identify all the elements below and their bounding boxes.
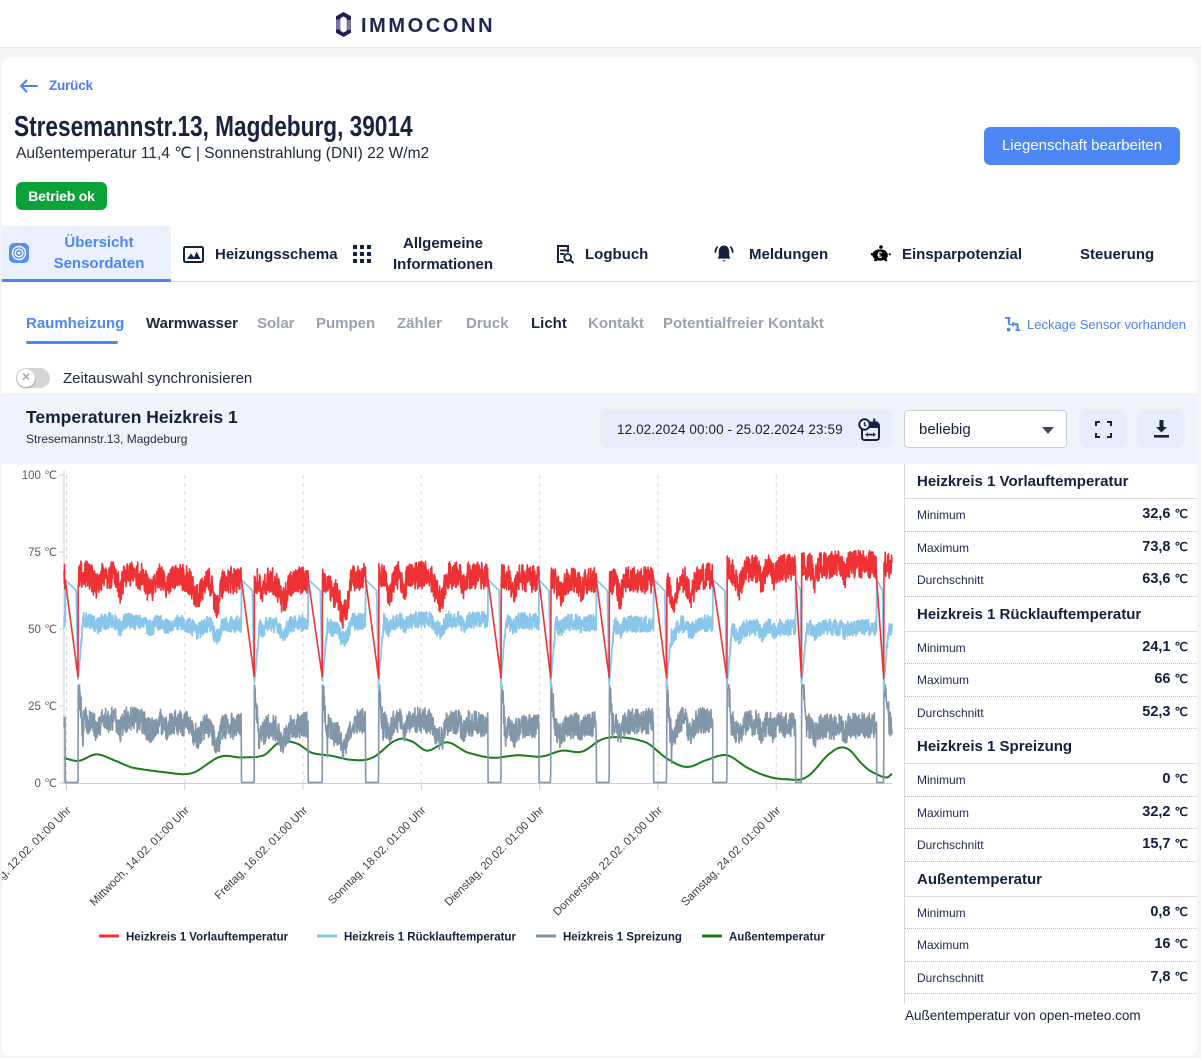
svg-text:Dienstag, 20.02. 01:00 Uhr: Dienstag, 20.02. 01:00 Uhr (443, 804, 547, 908)
svg-text:Heizkreis 1 Rücklauftemperatur: Heizkreis 1 Rücklauftemperatur (344, 932, 516, 944)
svg-text:€: € (877, 250, 882, 260)
svg-text:Außentemperatur: Außentemperatur (729, 932, 825, 944)
svg-text:Heizkreis 1 Vorlauftemperatur: Heizkreis 1 Vorlauftemperatur (126, 932, 289, 944)
svg-text:Donnerstag, 22.02. 01:00 Uhr: Donnerstag, 22.02. 01:00 Uhr (551, 804, 665, 918)
svg-text:75 ℃: 75 ℃ (28, 547, 57, 559)
svg-text:Montag, 12.02. 01:00 Uhr: Montag, 12.02. 01:00 Uhr (2, 804, 74, 903)
svg-text:Heizkreis 1 Spreizung: Heizkreis 1 Spreizung (563, 932, 682, 944)
svg-text:Freitag, 16.02. 01:00 Uhr: Freitag, 16.02. 01:00 Uhr (213, 804, 310, 901)
svg-text:100 ℃: 100 ℃ (22, 470, 57, 482)
svg-text:50 ℃: 50 ℃ (28, 624, 57, 636)
svg-text:0 ℃: 0 ℃ (34, 778, 57, 790)
svg-text:Sonntag, 18.02. 01:00 Uhr: Sonntag, 18.02. 01:00 Uhr (326, 804, 428, 906)
svg-text:Samstag, 24.02. 01:00 Uhr: Samstag, 24.02. 01:00 Uhr (679, 804, 783, 908)
svg-text:Mittwoch, 14.02. 01:00 Uhr: Mittwoch, 14.02. 01:00 Uhr (88, 804, 192, 908)
svg-text:25 ℃: 25 ℃ (28, 701, 57, 713)
